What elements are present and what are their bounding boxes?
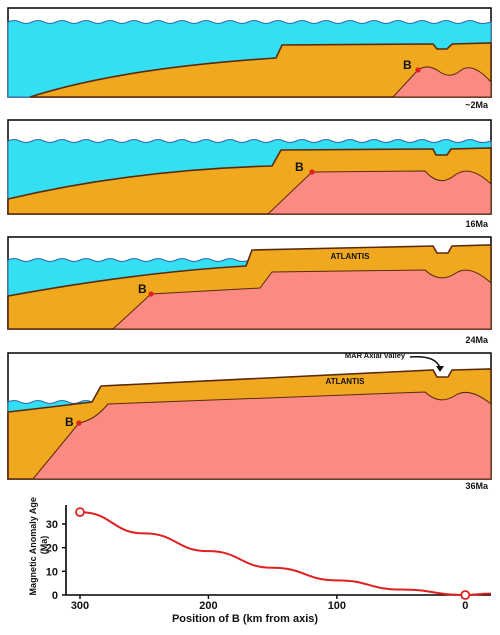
panel-4-annotation-arrow (409, 355, 441, 369)
x-tick-label: 200 (199, 600, 217, 612)
data-point-marker (460, 590, 471, 600)
panel-4-point-label: B (65, 415, 74, 429)
panel-4: B ATLANTIS MAR Axial Valley (7, 351, 492, 480)
panel-1-point-label: B (403, 58, 412, 72)
x-tick-label: 0 (462, 600, 468, 612)
panel-2-mantle (266, 170, 492, 215)
panel-2: B (7, 119, 492, 215)
panel-4-massif-label: ATLANTIS (326, 377, 366, 386)
panel-1: B (7, 7, 492, 98)
x-tick-label: 100 (328, 600, 346, 612)
panel-2-age-label: 16Ma (465, 219, 489, 229)
panel-4-mantle (31, 391, 492, 480)
x-tick-label: 300 (71, 600, 89, 612)
data-point-marker (75, 507, 85, 518)
chart-y-label: Magnetic Anomaly Age (Ma) (28, 495, 49, 596)
panel-4-arrow-head (436, 366, 444, 372)
panel-3-point-b (148, 291, 154, 297)
y-tick-label: 30 (46, 519, 58, 531)
series-line (79, 511, 492, 597)
y-tick-label: 10 (46, 566, 58, 578)
panel-1-mantle (391, 66, 492, 98)
y-tick-label: 20 (46, 543, 58, 555)
panel-4-point-b (76, 420, 82, 426)
panel-3-massif-label: ATLANTIS (331, 252, 371, 261)
panel-4-age-label: 36Ma (465, 481, 489, 491)
panel-3-point-label: B (138, 282, 147, 296)
panel-2-point-b (309, 169, 315, 175)
panel-4-annotation: MAR Axial Valley (345, 351, 406, 360)
panel-3-age-label: 24Ma (465, 335, 489, 345)
panel-1-point-b (415, 67, 421, 73)
y-tick-label: 0 (52, 590, 58, 602)
panel-1-crust (29, 42, 492, 98)
panel-3: B ATLANTIS (7, 236, 492, 330)
panel-3-mantle (111, 269, 492, 330)
panel-2-point-label: B (295, 160, 304, 174)
chart-x-label: Position of B (km from axis) (172, 613, 318, 625)
age-position-chart: Magnetic Anomaly Age (Ma) Position of B … (28, 495, 492, 625)
panel-1-age-label: ~2Ma (465, 100, 489, 110)
